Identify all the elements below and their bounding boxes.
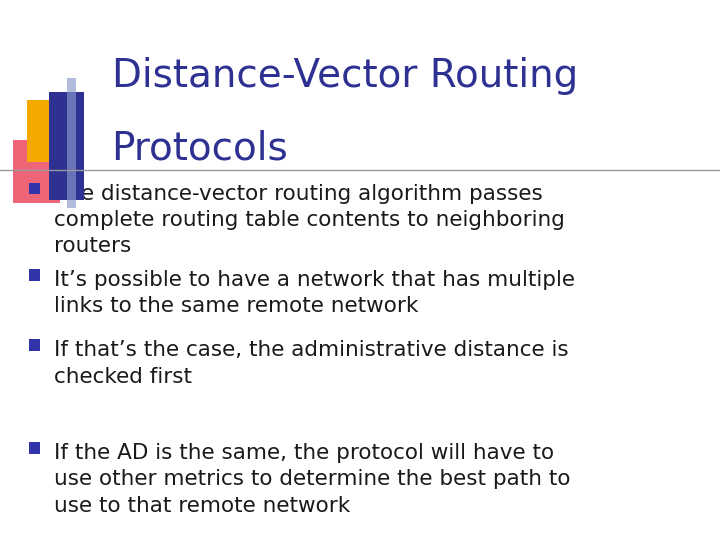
Text: It’s possible to have a network that has multiple
links to the same remote netwo: It’s possible to have a network that has…	[54, 270, 575, 316]
FancyBboxPatch shape	[29, 269, 40, 281]
FancyBboxPatch shape	[49, 92, 84, 200]
FancyBboxPatch shape	[29, 183, 40, 194]
FancyBboxPatch shape	[29, 442, 40, 454]
FancyBboxPatch shape	[27, 100, 74, 162]
Text: Protocols: Protocols	[112, 130, 288, 167]
Text: If the AD is the same, the protocol will have to
use other metrics to determine : If the AD is the same, the protocol will…	[54, 443, 570, 516]
FancyBboxPatch shape	[13, 140, 60, 202]
FancyBboxPatch shape	[29, 339, 40, 351]
Text: Distance-Vector Routing: Distance-Vector Routing	[112, 57, 578, 94]
Text: The distance-vector routing algorithm passes
complete routing table contents to : The distance-vector routing algorithm pa…	[54, 184, 565, 256]
Text: If that’s the case, the administrative distance is
checked first: If that’s the case, the administrative d…	[54, 340, 569, 387]
FancyBboxPatch shape	[67, 78, 76, 208]
